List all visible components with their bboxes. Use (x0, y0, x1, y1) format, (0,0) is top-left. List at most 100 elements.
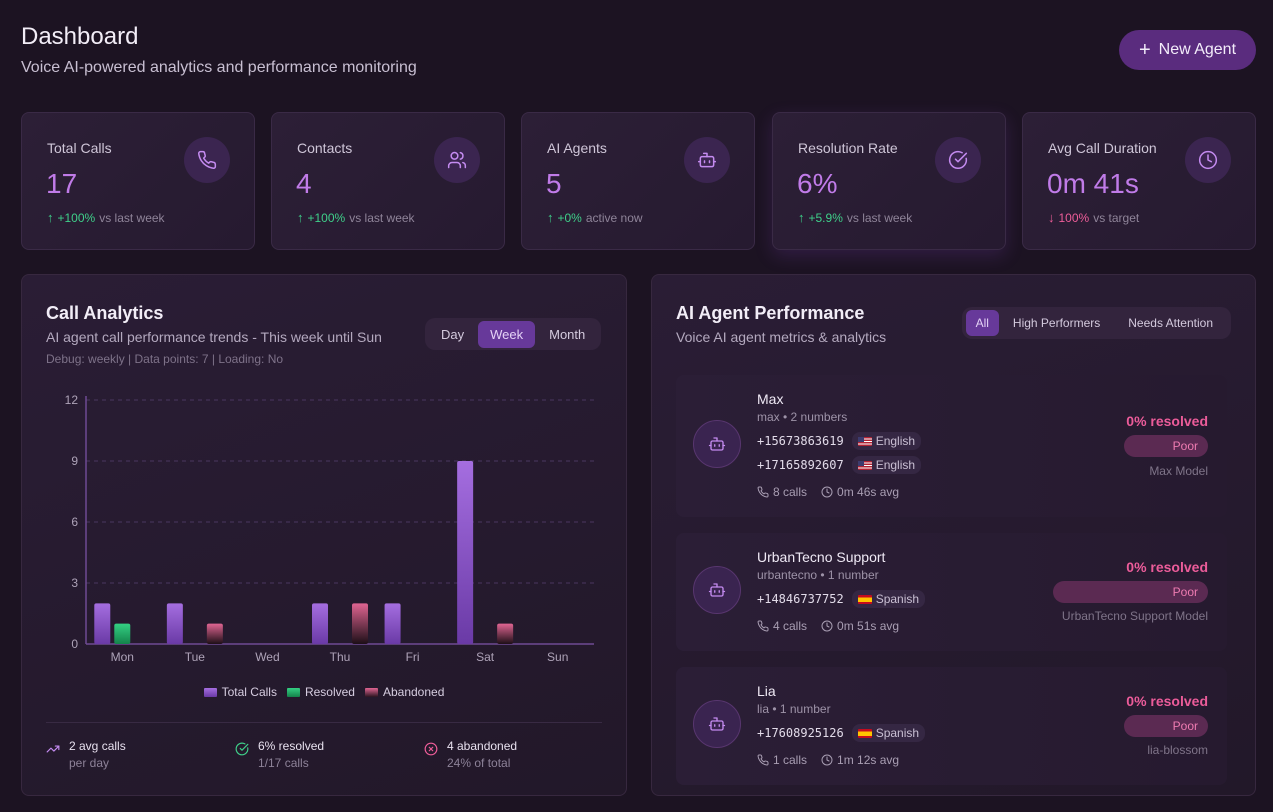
language-label: English (875, 458, 916, 472)
check-circle-icon (235, 742, 249, 756)
clock-icon (821, 754, 833, 766)
agent-phone: +14846737752 Spanish (757, 590, 926, 608)
arrow-up-icon: ↑ (297, 210, 304, 225)
period-week-button[interactable]: Week (478, 320, 536, 348)
agent-meta: max • 2 numbers (757, 410, 848, 424)
legend-abandoned[interactable]: Abandoned (364, 685, 444, 699)
y-tick-label: 0 (71, 637, 78, 651)
trend-value: 100% (1058, 210, 1090, 225)
footer-abandoned: 4 abandoned 24% of total (424, 739, 517, 770)
call-analytics-panel: Call Analytics AI agent call performance… (21, 274, 627, 796)
calls-count: 4 calls (773, 619, 808, 633)
x-tick-label: Mon (111, 650, 134, 664)
stat-trend: ↑ +100% vs last week (297, 210, 415, 225)
agent-name: UrbanTecno Support (757, 549, 886, 565)
phone-number: +14846737752 (757, 592, 844, 606)
stat-label: AI Agents (547, 140, 607, 156)
language-label: Spanish (875, 592, 920, 606)
footer-avg-sub: per day (69, 756, 110, 770)
legend-resolved[interactable]: Resolved (286, 685, 355, 699)
bar-abandoned (206, 623, 223, 644)
stat-value: 17 (46, 168, 78, 199)
y-tick-label: 12 (65, 393, 79, 407)
stat-trend: ↑ +0% active now (547, 210, 643, 225)
stat-label: Avg Call Duration (1048, 140, 1157, 156)
legend-label: Resolved (304, 685, 355, 699)
agent-stats: 8 calls 0m 46s avg (757, 485, 899, 499)
avg-duration: 0m 51s avg (837, 619, 900, 633)
stat-value: 5 (546, 168, 562, 199)
agent-performance-subtitle: Voice AI agent metrics & analytics (676, 329, 887, 345)
model-name: UrbanTecno Support Model (1061, 609, 1208, 623)
spain-flag-icon (857, 728, 872, 738)
bot-icon (693, 700, 741, 748)
trend-text: vs last week (99, 210, 165, 225)
footer-resolved-main: 6% resolved (258, 739, 325, 753)
bot-icon (693, 566, 741, 614)
rating-badge: Poor (1124, 715, 1208, 737)
model-name: lia-blossom (1147, 743, 1208, 757)
legend-swatch (286, 687, 300, 697)
agent-performance-panel: AI Agent Performance Voice AI agent metr… (651, 274, 1256, 796)
stat-label: Total Calls (47, 140, 112, 156)
new-agent-button[interactable]: + New Agent (1119, 30, 1256, 70)
stat-card-ai-agents: AI Agents 5 ↑ +0% active now (521, 112, 755, 250)
period-day-button[interactable]: Day (441, 326, 465, 342)
trend-value: +0% (557, 210, 582, 225)
footer-abandoned-sub: 24% of total (447, 756, 511, 770)
agent-stats: 4 calls 0m 51s avg (757, 619, 899, 633)
calls-count: 8 calls (773, 485, 808, 499)
bar-abandoned (352, 603, 368, 644)
footer-avg-calls: 2 avg calls per day (46, 739, 126, 770)
legend-label: Total Calls (221, 685, 277, 699)
bot-icon (693, 420, 741, 468)
x-tick-label: Thu (330, 650, 351, 664)
agent-meta: urbantecno • 1 number (757, 568, 879, 582)
agent-name: Lia (757, 683, 776, 699)
agent-phone: +15673863619 English (757, 432, 922, 450)
stat-card-avg-call-duration: Avg Call Duration 0m 41s ↓ 100% vs targe… (1022, 112, 1256, 250)
period-month-button[interactable]: Month (549, 326, 586, 342)
language-badge: Spanish (851, 590, 926, 608)
footer-avg-main: 2 avg calls (69, 739, 126, 753)
agent-card-lia[interactable]: Lia lia • 1 number +17608925126 Spanish … (676, 667, 1227, 785)
stat-label: Contacts (297, 140, 353, 156)
stat-card-resolution-rate: Resolution Rate 6% ↑ +5.9% vs last week (772, 112, 1006, 250)
check-circle-icon (935, 137, 981, 183)
bar-total-calls (312, 603, 328, 644)
bar-total-calls (457, 461, 474, 644)
divider (46, 722, 602, 723)
filter-needs-attention-button[interactable]: Needs Attention (1128, 316, 1213, 330)
call-analytics-title: Call Analytics (46, 303, 164, 323)
filter-high-performers-button[interactable]: High Performers (1012, 316, 1101, 330)
agent-stats: 1 calls 1m 12s avg (757, 753, 899, 767)
new-agent-label: New Agent (1158, 41, 1237, 58)
bar-abandoned (497, 623, 514, 644)
phone-icon (757, 620, 769, 632)
resolved-rate: 0% resolved (1126, 559, 1208, 575)
phone-number: +15673863619 (757, 434, 844, 448)
stat-trend: ↑ +100% vs last week (47, 210, 165, 225)
x-circle-icon (424, 742, 438, 756)
agent-card-max[interactable]: Max max • 2 numbers +15673863619 English… (676, 375, 1227, 517)
agent-phone: +17165892607 English (757, 456, 922, 474)
phone-number: +17165892607 (757, 458, 844, 472)
call-analytics-subtitle: AI agent call performance trends - This … (46, 329, 382, 345)
x-tick-label: Tue (185, 650, 206, 664)
language-badge: Spanish (851, 724, 926, 742)
bot-icon (684, 137, 730, 183)
model-name: Max Model (1149, 464, 1208, 478)
avg-duration: 0m 46s avg (837, 485, 900, 499)
stat-trend: ↓ 100% vs target (1048, 210, 1139, 225)
agent-card-urbantecno[interactable]: UrbanTecno Support urbantecno • 1 number… (676, 533, 1227, 651)
legend-total-calls[interactable]: Total Calls (203, 685, 277, 699)
calls-count: 1 calls (773, 753, 808, 767)
x-tick-label: Sun (547, 650, 568, 664)
footer-abandoned-main: 4 abandoned (447, 739, 518, 753)
filter-all-button[interactable]: All (965, 310, 999, 336)
clock-icon (1185, 137, 1231, 183)
page-title: Dashboard (21, 23, 139, 50)
trend-text: vs target (1093, 210, 1140, 225)
agent-name: Max (757, 391, 784, 407)
bar-total-calls (94, 603, 111, 644)
